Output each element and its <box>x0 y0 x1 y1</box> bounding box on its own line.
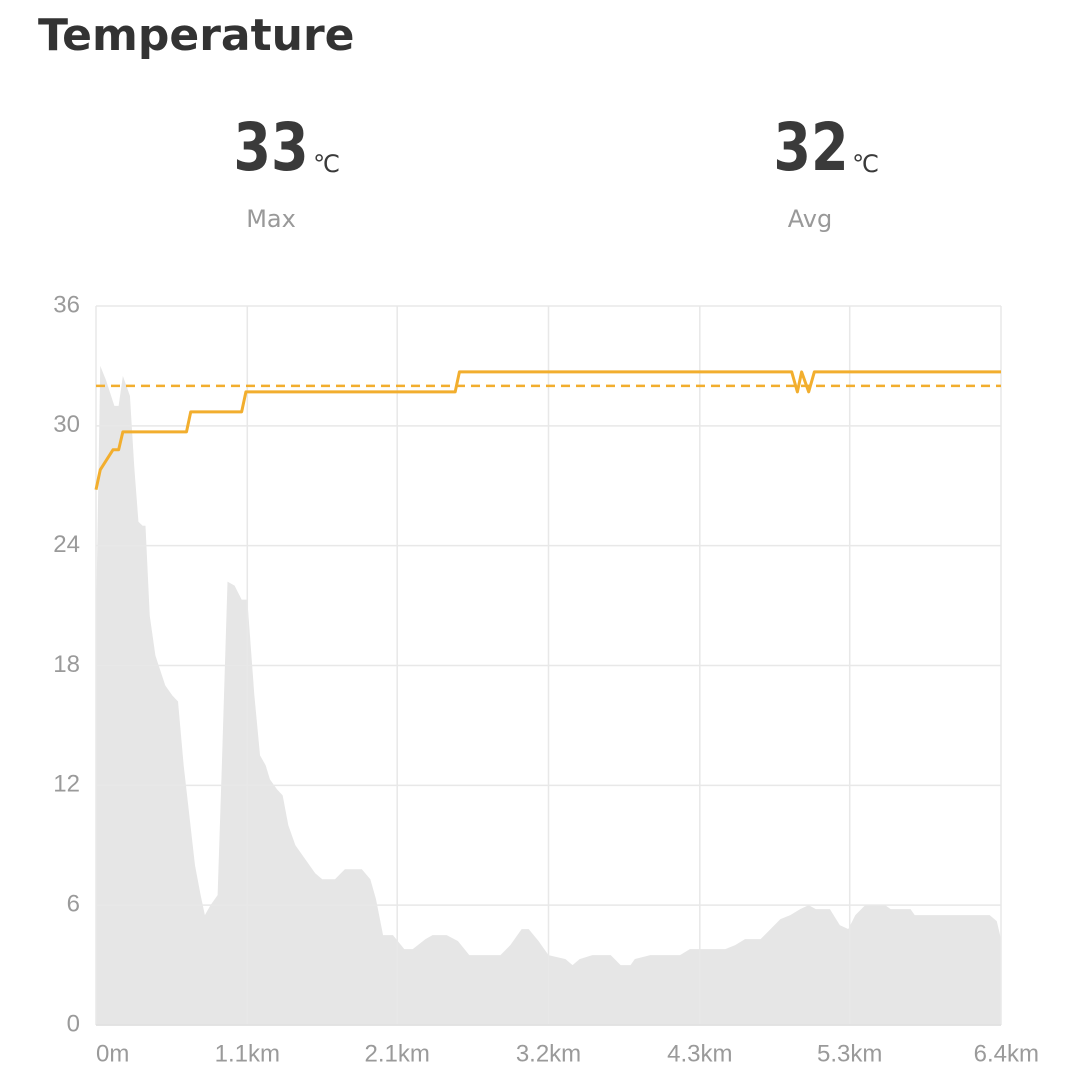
y-tick-label: 12 <box>53 771 80 798</box>
y-tick-label: 0 <box>67 1010 80 1037</box>
area <box>96 365 1001 1026</box>
stat-label: Max <box>246 205 296 233</box>
stat-unit: ℃ <box>852 150 879 178</box>
x-tick-label: 2.1km <box>365 1040 430 1067</box>
x-tick-label: 4.3km <box>667 1040 732 1067</box>
y-tick-label: 30 <box>53 411 80 438</box>
stat-label: Avg <box>788 205 832 233</box>
x-tick-label: 0m <box>96 1040 129 1067</box>
y-tick-label: 24 <box>53 531 80 558</box>
x-tick-label: 3.2km <box>516 1040 581 1067</box>
page-title: Temperature <box>38 10 355 61</box>
y-tick-label: 36 <box>53 291 80 318</box>
x-tick-label: 5.3km <box>817 1040 882 1067</box>
grid <box>95 305 1002 1026</box>
y-tick-label: 6 <box>67 891 80 918</box>
x-tick-label: 1.1km <box>215 1040 280 1067</box>
line <box>94 370 1001 491</box>
y-tick-label: 18 <box>53 651 80 678</box>
x-tick-label: 6.4km <box>974 1040 1039 1067</box>
stat-unit: ℃ <box>313 150 340 178</box>
stat-value: 32 <box>773 110 848 187</box>
stat-value: 33 <box>233 110 308 187</box>
